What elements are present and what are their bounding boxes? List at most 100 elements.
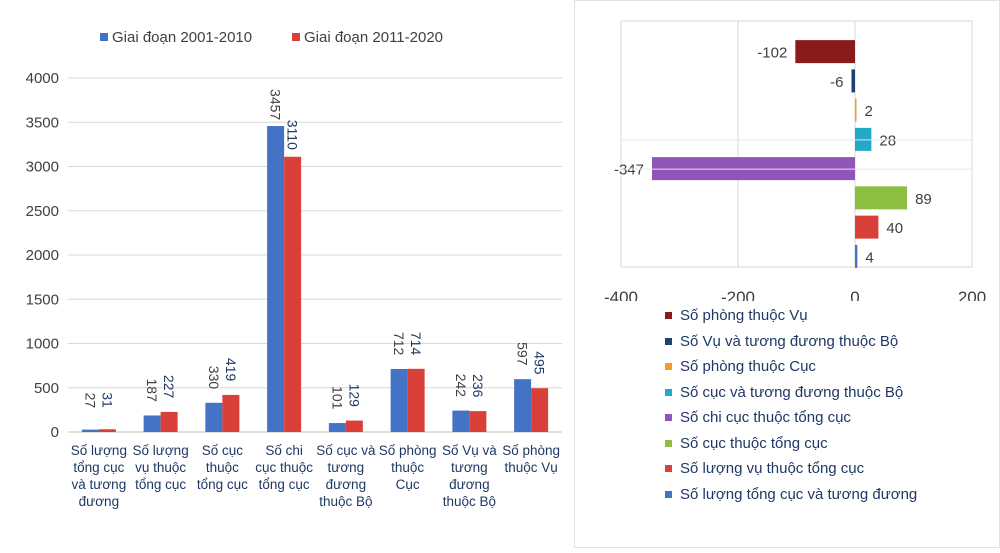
data-label: 89 bbox=[915, 191, 932, 208]
x-category-label: vụ thuộc bbox=[135, 460, 186, 475]
bar bbox=[855, 215, 879, 239]
x-category-label: cục thuộc bbox=[255, 460, 313, 475]
bar bbox=[795, 40, 855, 64]
legend-item: Số cục thuộc tổng cục bbox=[665, 435, 828, 452]
legend-swatch bbox=[100, 33, 108, 41]
legend-item: Số Vụ và tương đương thuộc Bộ bbox=[665, 333, 898, 350]
legend-item: Số phòng thuộc Cục bbox=[665, 358, 816, 375]
grouped-bar-chart: 0 500 1000 1500 2000 2500 3000 3500 4000 27 187 330… bbox=[26, 29, 562, 509]
legend-swatch bbox=[665, 388, 672, 396]
left-chart-panel: 0 500 1000 1500 2000 2500 3000 3500 4000 27 187 330… bbox=[26, 29, 562, 509]
data-label: 27 bbox=[82, 393, 98, 409]
data-label: 3110 bbox=[285, 120, 301, 150]
data-label: 242 bbox=[453, 374, 469, 398]
x-category-label: và tương bbox=[72, 477, 127, 492]
y-tick-label: 2500 bbox=[26, 203, 59, 220]
y-tick-label: 3500 bbox=[26, 114, 59, 131]
legend-swatch bbox=[665, 414, 672, 421]
x-category-label: thuộc Vụ bbox=[504, 460, 557, 475]
bar-2011-2020 bbox=[531, 388, 549, 432]
bar-2001-2010 bbox=[143, 415, 161, 432]
x-category-label: thuộc bbox=[206, 460, 239, 475]
bar bbox=[855, 186, 908, 210]
x-category-label: thuộc Bộ bbox=[319, 494, 372, 509]
right-chart-panel: -400 -200 0 200 -102 -6 2 28 -347 89 40 4 Số phòng … bbox=[574, 0, 1000, 548]
x-category-label: đương bbox=[79, 494, 119, 509]
bar-2011-2020 bbox=[160, 411, 178, 432]
x-category-label: Số cục bbox=[202, 443, 244, 458]
data-label: -347 bbox=[614, 162, 644, 179]
x-category-label: Số phòng bbox=[502, 443, 560, 458]
bar-2001-2010 bbox=[514, 379, 532, 432]
x-tick-label: 0 bbox=[850, 288, 859, 301]
x-category-label: Số lượng bbox=[133, 443, 189, 458]
data-label: 129 bbox=[346, 384, 362, 408]
legend-item: Số lượng tổng cục và tương đương bbox=[665, 486, 917, 503]
data-label: 712 bbox=[391, 332, 407, 356]
bar-2001-2010 bbox=[267, 126, 285, 433]
x-category-label: tổng cục bbox=[259, 477, 310, 492]
x-category-label: tổng cục bbox=[135, 477, 186, 492]
bar-2001-2010 bbox=[452, 410, 470, 432]
x-tick-label: -400 bbox=[604, 288, 638, 301]
legend-label: Giai đoạn 2001-2010 bbox=[112, 29, 252, 46]
legend-item: Số cục và tương đương thuộc Bộ bbox=[665, 384, 903, 401]
y-tick-label: 4000 bbox=[26, 70, 59, 87]
legend-item: Số phòng thuộc Vụ bbox=[665, 307, 808, 324]
x-category-label: tương bbox=[328, 460, 365, 475]
data-label: 419 bbox=[223, 358, 239, 382]
bar-2001-2010 bbox=[390, 368, 408, 432]
bar bbox=[855, 98, 857, 122]
x-category-label: đương bbox=[326, 477, 366, 492]
legend-label: Số cục thuộc tổng cục bbox=[680, 434, 828, 452]
data-label: 227 bbox=[161, 375, 177, 399]
data-label: 31 bbox=[99, 392, 115, 408]
x-category-label: thuộc bbox=[391, 460, 424, 475]
x-category-label: Số chi bbox=[265, 443, 303, 458]
data-label: 28 bbox=[879, 132, 896, 149]
data-label: -6 bbox=[830, 74, 843, 91]
x-tick-label: -200 bbox=[721, 288, 755, 301]
bar-2011-2020 bbox=[98, 429, 116, 432]
legend-label: Số chi cục thuộc tổng cục bbox=[680, 409, 851, 426]
x-category-label: Số lượng bbox=[71, 443, 127, 458]
data-label: 2 bbox=[865, 103, 873, 120]
bar-2011-2020 bbox=[222, 394, 240, 432]
legend-label: Số cục và tương đương thuộc Bộ bbox=[680, 383, 904, 401]
legend-swatch bbox=[665, 490, 672, 498]
x-category-label: Số cục và bbox=[316, 443, 376, 458]
data-label: 101 bbox=[329, 386, 345, 410]
x-category-label: Số Vụ và bbox=[442, 443, 497, 458]
x-category-label: Số phòng bbox=[379, 443, 437, 458]
legend-item: Số lượng vụ thuộc tổng cục bbox=[665, 460, 864, 477]
legend-label: Số lượng vụ thuộc tổng cục bbox=[680, 460, 865, 477]
legend-swatch bbox=[665, 465, 672, 472]
data-label: 236 bbox=[470, 374, 486, 398]
bar-2011-2020 bbox=[345, 420, 363, 432]
data-label: 495 bbox=[532, 351, 548, 375]
data-label: 597 bbox=[515, 342, 531, 366]
x-category-label: thuộc Bộ bbox=[443, 494, 496, 509]
legend-swatch bbox=[665, 312, 672, 319]
legend-swatch bbox=[665, 337, 672, 345]
data-label: 4 bbox=[865, 249, 873, 266]
bar-2001-2010 bbox=[205, 402, 223, 432]
data-label: 40 bbox=[886, 220, 903, 237]
legend-label: Số Vụ và tương đương thuộc Bộ bbox=[680, 332, 899, 350]
x-category-label: tương bbox=[451, 460, 488, 475]
x-tick-label: 200 bbox=[958, 288, 986, 301]
y-tick-label: 1500 bbox=[26, 291, 59, 308]
legend-label: Giai đoạn 2011-2020 bbox=[304, 29, 443, 46]
data-label: 714 bbox=[408, 332, 424, 356]
bar bbox=[855, 244, 858, 268]
y-tick-label: 3000 bbox=[26, 159, 59, 176]
legend-swatch bbox=[665, 363, 672, 370]
x-category-label: Cục bbox=[396, 477, 420, 492]
legend-swatch bbox=[665, 439, 672, 447]
data-label: 3457 bbox=[268, 89, 284, 120]
y-tick-label: 2000 bbox=[26, 247, 59, 264]
x-category-label: tổng cục bbox=[73, 460, 124, 475]
data-label: -102 bbox=[757, 45, 787, 62]
legend-swatch bbox=[292, 33, 300, 41]
y-tick-label: 500 bbox=[34, 380, 59, 397]
